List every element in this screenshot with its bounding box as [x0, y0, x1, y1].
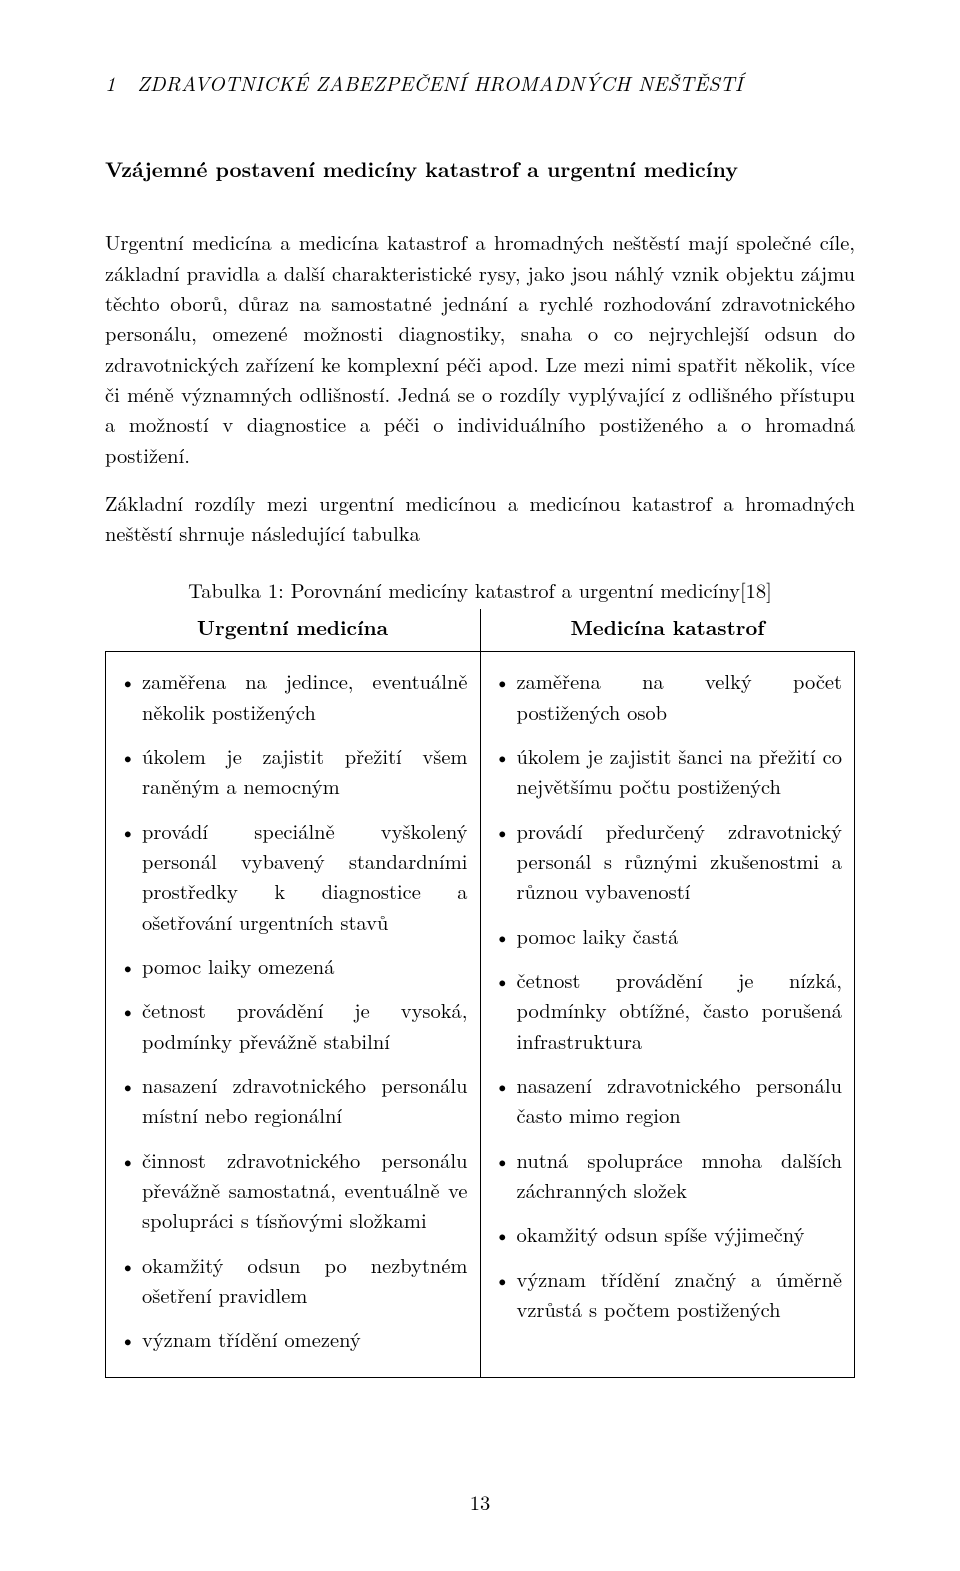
- col1-list: zaměřena na jedince, eventuálně několik …: [118, 666, 468, 1354]
- subsection-title: Vzájemné postavení medicíny katastrof a …: [105, 154, 855, 185]
- list-item: provádí předurčený zdravotnický personál…: [517, 816, 843, 907]
- comparison-table: Urgentní medicína Medicína katastrof zam…: [105, 609, 855, 1378]
- list-item: zaměřena na jedince, eventuálně několik …: [142, 666, 468, 727]
- section-number: 1: [105, 68, 116, 97]
- table-header-row: Urgentní medicína Medicína katastrof: [106, 609, 855, 652]
- list-item: nutná spolupráce mnoha dalších záchranný…: [517, 1145, 843, 1206]
- table-row: zaměřena na jedince, eventuálně několik …: [106, 652, 855, 1377]
- list-item: okamžitý odsun spíše výjimečný: [517, 1219, 843, 1249]
- list-item: pomoc laiky častá: [517, 921, 843, 951]
- list-item: četnost provádění je vysoká, podmínky př…: [142, 995, 468, 1056]
- list-item: zaměřena na velký počet postižených osob: [517, 666, 843, 727]
- list-item: nasazení zdravotnického personálu místní…: [142, 1070, 468, 1131]
- col2-list: zaměřena na velký počet postižených osob…: [493, 666, 843, 1324]
- col1-header: Urgentní medicína: [106, 609, 481, 652]
- col1-cell: zaměřena na jedince, eventuálně několik …: [106, 652, 481, 1377]
- section-title: ZDRAVOTNICKÉ ZABEZPEČENÍ HROMADNÝCH NEŠT…: [137, 68, 743, 97]
- list-item: okamžitý odsun po nezbytném ošetření pra…: [142, 1250, 468, 1311]
- paragraph-1: Urgentní medicína a medicína katastrof a…: [105, 227, 855, 470]
- list-item: úkolem je zajistit šanci na přežití co n…: [517, 741, 843, 802]
- page: 1 ZDRAVOTNICKÉ ZABEZPEČENÍ HROMADNÝCH NE…: [0, 0, 960, 1571]
- list-item: četnost provádění je nízká, podmínky obt…: [517, 965, 843, 1056]
- list-item: význam třídění značný a úměrně vzrůstá s…: [517, 1264, 843, 1325]
- list-item: úkolem je zajistit přežití všem raněným …: [142, 741, 468, 802]
- paragraph-2: Základní rozdíly mezi urgentní medicínou…: [105, 488, 855, 549]
- list-item: provádí speciálně vyškolený personál vyb…: [142, 816, 468, 937]
- running-header: 1 ZDRAVOTNICKÉ ZABEZPEČENÍ HROMADNÝCH NE…: [105, 68, 855, 98]
- list-item: činnost zdravotnického personálu převážn…: [142, 1145, 468, 1236]
- list-item: pomoc laiky omezená: [142, 951, 468, 981]
- page-number: 13: [0, 1487, 960, 1517]
- comparison-table-wrap: Urgentní medicína Medicína katastrof zam…: [105, 609, 855, 1378]
- col2-header: Medicína katastrof: [480, 609, 855, 652]
- table-caption: Tabulka 1: Porovnání medicíny katastrof …: [105, 575, 855, 605]
- col2-cell: zaměřena na velký počet postižených osob…: [480, 652, 855, 1377]
- list-item: význam třídění omezený: [142, 1324, 468, 1354]
- list-item: nasazení zdravotnického personálu často …: [517, 1070, 843, 1131]
